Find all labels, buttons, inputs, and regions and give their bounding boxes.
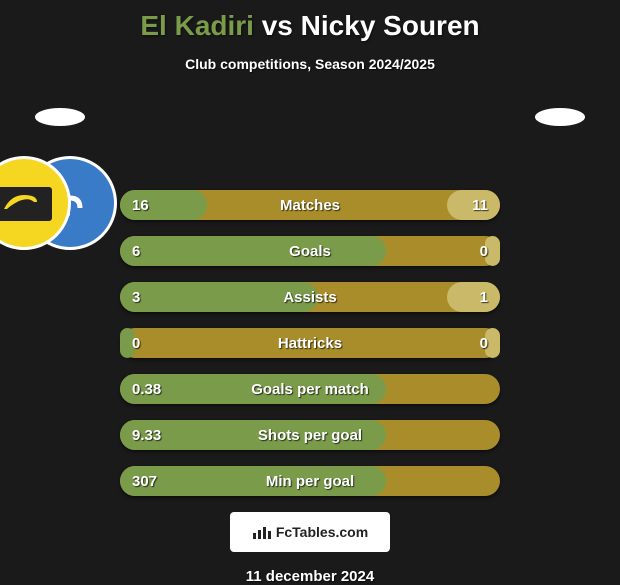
stat-value-left: 16 (132, 197, 149, 214)
stat-row: 9.33 Shots per goal (120, 420, 500, 450)
stat-value-right: 11 (472, 197, 488, 214)
stat-row: 16 Matches 11 (120, 190, 500, 220)
stat-value-left: 9.33 (132, 427, 161, 444)
bar-right (447, 282, 500, 312)
chart-icon (252, 525, 272, 539)
stat-label: Matches (280, 197, 340, 214)
stat-row: 3 Assists 1 (120, 282, 500, 312)
footer-brand-text: FcTables.com (276, 524, 368, 540)
stat-row: 307 Min per goal (120, 466, 500, 496)
stats-rows: 16 Matches 11 6 Goals 0 3 Assists 1 0 Hattricks 0 0.… (120, 190, 500, 496)
stat-value-left: 3 (132, 289, 140, 306)
player1-name: El Kadiri (140, 10, 254, 41)
stat-label: Shots per goal (258, 427, 362, 444)
content-area: 16 Matches 11 6 Goals 0 3 Assists 1 0 Hattricks 0 0.… (0, 96, 620, 496)
comparison-date: 11 december 2024 (0, 568, 620, 585)
stat-label: Assists (283, 289, 336, 306)
stat-value-left: 0.38 (132, 381, 161, 398)
stat-label: Min per goal (266, 473, 354, 490)
indicator-left (35, 108, 85, 126)
indicator-right (535, 108, 585, 126)
footer-brand: FcTables.com (230, 512, 390, 552)
stat-row: 0 Hattricks 0 (120, 328, 500, 358)
stat-label: Hattricks (278, 335, 342, 352)
cambuur-logo-icon (0, 187, 49, 217)
stat-row: 6 Goals 0 (120, 236, 500, 266)
bar-left (120, 236, 386, 266)
stat-value-left: 0 (132, 335, 140, 352)
stat-label: Goals per match (251, 381, 369, 398)
stat-value-right: 0 (480, 243, 488, 260)
stat-value-left: 6 (132, 243, 140, 260)
player2-name: Nicky Souren (301, 10, 480, 41)
stat-row: 0.38 Goals per match (120, 374, 500, 404)
stat-value-right: 1 (480, 289, 488, 306)
stat-value-left: 307 (132, 473, 157, 490)
comparison-title: El Kadiri vs Nicky Souren (0, 0, 620, 42)
stat-label: Goals (289, 243, 331, 260)
subtitle: Club competitions, Season 2024/2025 (0, 56, 620, 72)
stat-value-right: 0 (480, 335, 488, 352)
vs-text: vs (262, 10, 293, 41)
